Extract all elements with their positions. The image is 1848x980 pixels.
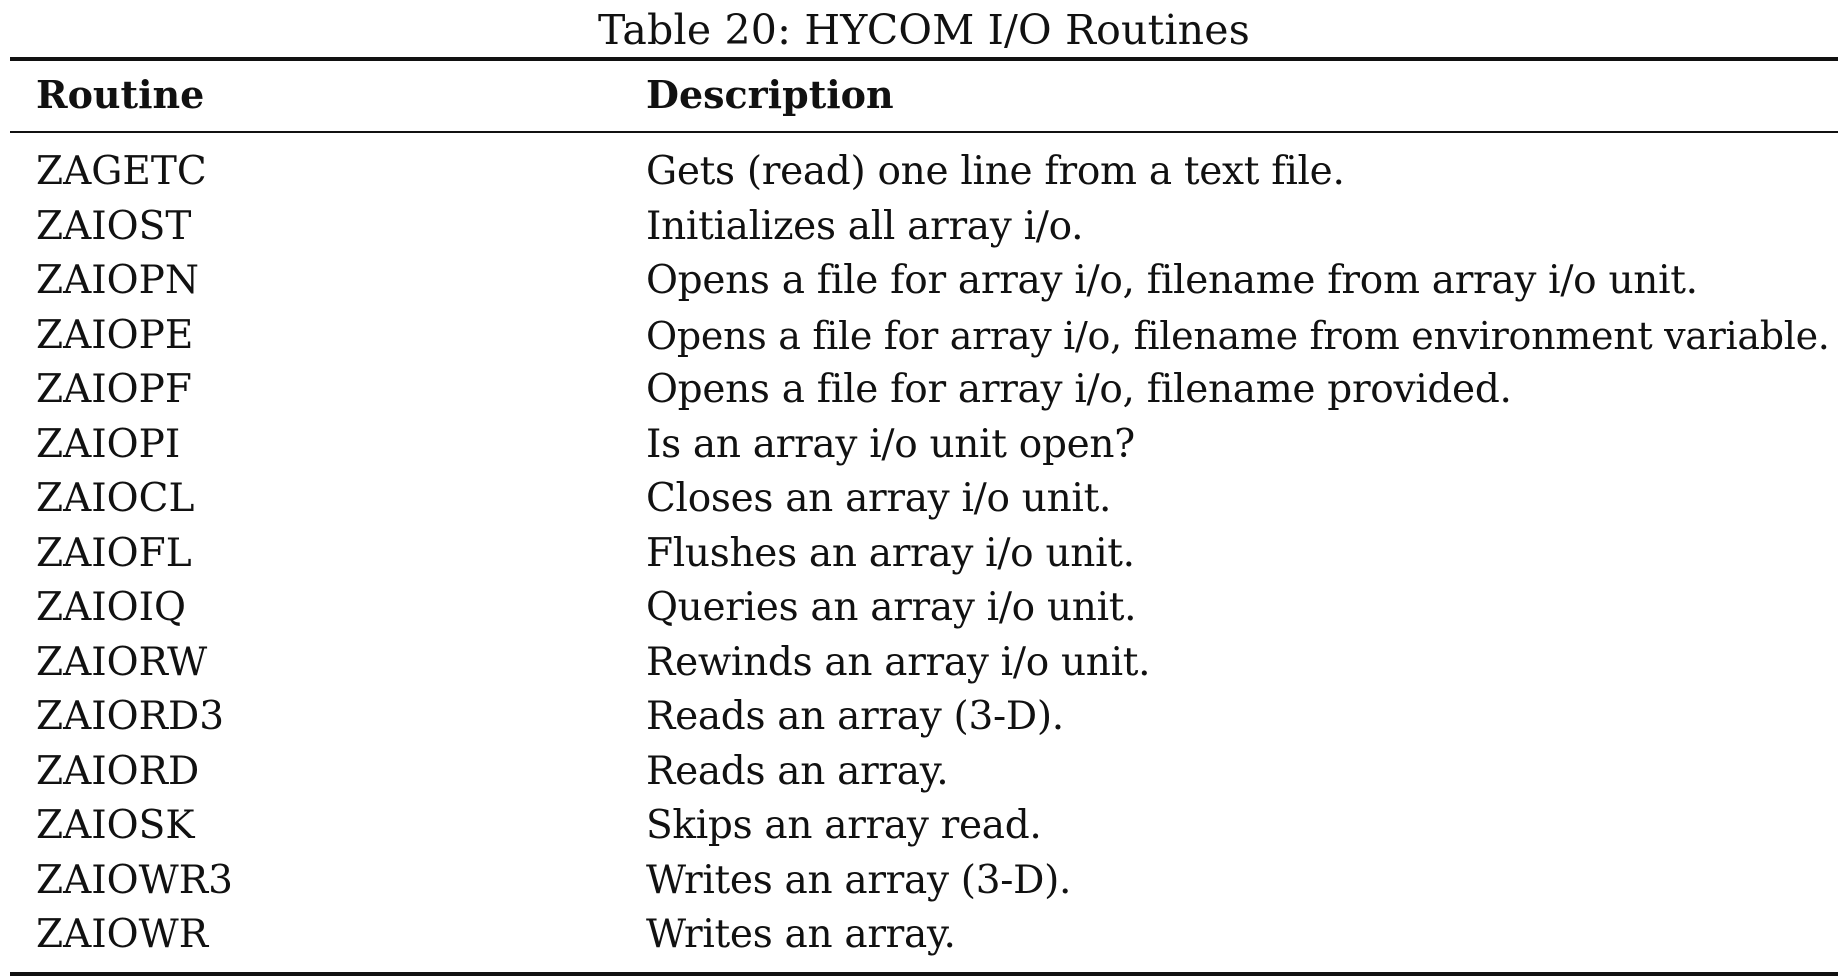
table-row: ZAIOPF Opens a file for array i/o, filen…: [0, 363, 1848, 418]
table-row: ZAIOIQ Queries an array i/o unit.: [0, 581, 1848, 636]
table-row: ZAIORW Rewinds an array i/o unit.: [0, 636, 1848, 691]
routine-cell: ZAIORD3: [36, 694, 225, 739]
table-header-row: Routine Description: [0, 64, 1848, 126]
routine-cell: ZAIOWR3: [36, 857, 233, 903]
table-row: ZAIOWR3 Writes an array (3-D).: [0, 854, 1848, 909]
routine-cell: ZAIOWR: [36, 912, 209, 957]
routine-cell: ZAIOPE: [36, 312, 194, 358]
routine-cell: ZAIOST: [36, 203, 192, 249]
routine-cell: ZAIOPF: [36, 367, 192, 412]
description-cell: Skips an array read.: [646, 803, 1042, 848]
description-cell: Queries an array i/o unit.: [646, 585, 1137, 630]
table-row: ZAIOPI Is an array i/o unit open?: [0, 418, 1848, 473]
table-row: ZAGETC Gets (read) one line from a text …: [0, 145, 1848, 200]
bottom-rule: [10, 972, 1838, 976]
routine-cell: ZAIORW: [36, 639, 208, 685]
table-row: ZAIOFL Flushes an array i/o unit.: [0, 527, 1848, 582]
description-cell: Writes an array.: [646, 912, 956, 957]
table-row: ZAIOSK Skips an array read.: [0, 799, 1848, 854]
table-row: ZAIOWR Writes an array.: [0, 908, 1848, 963]
description-cell: Opens a file for array i/o, filename fro…: [646, 258, 1698, 303]
routine-cell: ZAIOCL: [36, 476, 195, 521]
description-cell: Initializes all array i/o.: [646, 203, 1084, 249]
description-cell: Flushes an array i/o unit.: [646, 530, 1135, 576]
description-cell: Reads an array.: [646, 748, 949, 794]
header-description: Description: [646, 72, 894, 117]
header-rule: [10, 131, 1838, 133]
routine-cell: ZAIOPN: [36, 258, 200, 303]
table-row: ZAIORD Reads an array.: [0, 745, 1848, 800]
description-cell: Is an array i/o unit open?: [646, 421, 1135, 467]
description-cell: Gets (read) one line from a text file.: [646, 149, 1345, 194]
description-cell: Opens a file for array i/o, filename fro…: [646, 313, 1830, 358]
table-row: ZAIORD3 Reads an array (3-D).: [0, 690, 1848, 745]
header-routine: Routine: [36, 72, 205, 117]
table-caption: Table 20: HYCOM I/O Routines: [598, 6, 1250, 54]
routine-cell: ZAIOPI: [36, 421, 181, 467]
routine-cell: ZAGETC: [36, 149, 207, 194]
description-cell: Closes an array i/o unit.: [646, 476, 1112, 521]
routine-cell: ZAIOIQ: [36, 585, 187, 630]
table-row: ZAIOPN Opens a file for array i/o, filen…: [0, 254, 1848, 309]
description-cell: Rewinds an array i/o unit.: [646, 639, 1151, 685]
top-rule: [10, 57, 1838, 61]
description-cell: Reads an array (3-D).: [646, 694, 1064, 739]
table-row: ZAIOCL Closes an array i/o unit.: [0, 472, 1848, 527]
description-cell: Writes an array (3-D).: [646, 857, 1072, 903]
table-row: ZAIOPE Opens a file for array i/o, filen…: [0, 309, 1848, 364]
routine-cell: ZAIORD: [36, 748, 200, 794]
routine-cell: ZAIOSK: [36, 803, 195, 848]
table-body: ZAGETC Gets (read) one line from a text …: [0, 145, 1848, 965]
description-cell: Opens a file for array i/o, filename pro…: [646, 367, 1512, 412]
routine-cell: ZAIOFL: [36, 530, 192, 576]
table-row: ZAIOST Initializes all array i/o.: [0, 200, 1848, 255]
